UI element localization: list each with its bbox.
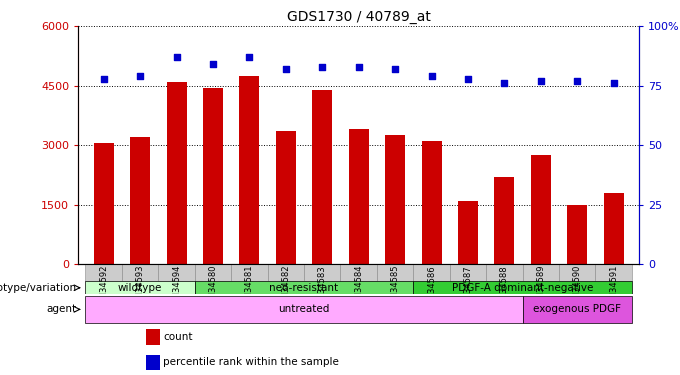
Bar	[559, 264, 596, 281]
Point	[462, 76, 473, 82]
Text: GSM34585: GSM34585	[390, 265, 400, 310]
Bar	[523, 264, 559, 281]
Bar	[604, 193, 624, 264]
Point	[390, 66, 401, 72]
Point	[317, 64, 328, 70]
Bar	[422, 141, 441, 264]
Bar	[122, 264, 158, 281]
Bar	[486, 264, 523, 281]
Bar	[86, 296, 523, 323]
Text: GSM34593: GSM34593	[135, 265, 145, 310]
Bar	[146, 355, 160, 370]
Bar	[194, 264, 231, 281]
Bar	[567, 205, 588, 264]
Point	[499, 80, 510, 86]
Text: GSM34589: GSM34589	[537, 265, 545, 310]
Bar	[312, 90, 333, 264]
Point	[354, 64, 364, 70]
Point	[207, 62, 218, 68]
Bar	[385, 135, 405, 264]
Bar	[276, 131, 296, 264]
Bar	[146, 330, 160, 345]
Bar	[531, 155, 551, 264]
Text: GSM34590: GSM34590	[573, 265, 582, 310]
Bar	[449, 264, 486, 281]
Text: exogenous PDGF: exogenous PDGF	[533, 304, 622, 314]
Point	[608, 80, 619, 86]
Text: GSM34594: GSM34594	[172, 265, 181, 310]
Text: untreated: untreated	[278, 304, 330, 314]
Title: GDS1730 / 40789_at: GDS1730 / 40789_at	[287, 10, 430, 24]
Text: GSM34580: GSM34580	[209, 265, 218, 310]
Text: GSM34581: GSM34581	[245, 265, 254, 310]
Bar	[596, 264, 632, 281]
Text: count: count	[163, 332, 193, 342]
Bar	[458, 201, 478, 264]
Text: GSM34586: GSM34586	[427, 265, 436, 310]
Text: GSM34583: GSM34583	[318, 265, 327, 310]
Point	[135, 73, 146, 79]
Bar	[130, 137, 150, 264]
Bar	[494, 177, 515, 264]
Bar	[194, 281, 413, 294]
Bar	[523, 296, 632, 323]
Text: GSM34591: GSM34591	[609, 265, 618, 310]
Text: GSM34584: GSM34584	[354, 265, 363, 310]
Bar	[167, 82, 186, 264]
Text: PDGF-A dominant-negative: PDGF-A dominant-negative	[452, 283, 594, 293]
Bar	[203, 88, 223, 264]
Point	[171, 54, 182, 60]
Bar	[86, 264, 122, 281]
Bar	[268, 264, 304, 281]
Point	[98, 76, 109, 82]
Text: GSM34582: GSM34582	[282, 265, 290, 310]
Text: genotype/variation: genotype/variation	[0, 283, 76, 293]
Point	[535, 78, 546, 84]
Bar	[349, 129, 369, 264]
Point	[426, 73, 437, 79]
Bar	[94, 143, 114, 264]
Bar	[158, 264, 194, 281]
Bar	[413, 264, 449, 281]
Point	[244, 54, 255, 60]
Text: GSM34592: GSM34592	[99, 265, 108, 310]
Text: GSM34588: GSM34588	[500, 265, 509, 310]
Bar	[413, 281, 632, 294]
Bar	[377, 264, 413, 281]
Text: agent: agent	[46, 304, 76, 314]
Bar	[304, 264, 341, 281]
Point	[572, 78, 583, 84]
Text: GSM34587: GSM34587	[464, 265, 473, 310]
Bar	[239, 76, 260, 264]
Bar	[231, 264, 268, 281]
Text: percentile rank within the sample: percentile rank within the sample	[163, 357, 339, 368]
Text: wildtype: wildtype	[118, 283, 163, 293]
Bar	[341, 264, 377, 281]
Bar	[86, 281, 194, 294]
Text: neo-resistant: neo-resistant	[269, 283, 339, 293]
Point	[280, 66, 291, 72]
